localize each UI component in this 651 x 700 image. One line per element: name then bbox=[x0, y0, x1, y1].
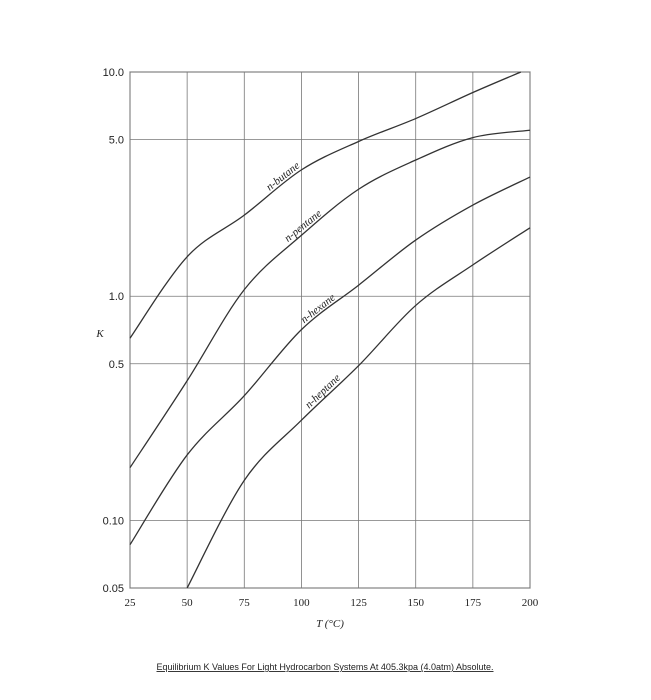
x-tick-label: 100 bbox=[293, 597, 310, 609]
y-tick-label: 1.0 bbox=[109, 291, 124, 303]
series-line bbox=[129, 129, 531, 469]
y-tick-label: 10.0 bbox=[103, 67, 124, 79]
plot-frame bbox=[129, 71, 531, 589]
x-tick-label: 175 bbox=[465, 597, 482, 609]
x-tick-label: 75 bbox=[239, 597, 251, 609]
x-tick-label: 125 bbox=[350, 597, 367, 609]
x-tick-label: 150 bbox=[407, 597, 424, 609]
series-line bbox=[129, 71, 522, 339]
x-tick-label: 200 bbox=[522, 597, 539, 609]
x-axis-label: T (°C) bbox=[316, 618, 344, 630]
series-line bbox=[129, 176, 531, 546]
caption: Equilibrium K Values For Light Hydrocarb… bbox=[157, 662, 494, 672]
series-label: n-heptane bbox=[303, 372, 343, 411]
y-tick-label: 0.5 bbox=[109, 359, 124, 371]
series-label: n-hexane bbox=[299, 292, 338, 326]
x-tick-label: 50 bbox=[182, 597, 194, 609]
y-tick-label: 5.0 bbox=[109, 135, 124, 147]
y-tick-label: 0.05 bbox=[103, 583, 124, 595]
series-label: n-butane bbox=[264, 160, 302, 194]
series-line bbox=[186, 227, 531, 589]
y-axis-label: K bbox=[95, 328, 104, 340]
x-tick-label: 25 bbox=[125, 597, 137, 609]
y-tick-label: 0.10 bbox=[103, 515, 124, 527]
series-label: n-pentane bbox=[282, 208, 324, 245]
